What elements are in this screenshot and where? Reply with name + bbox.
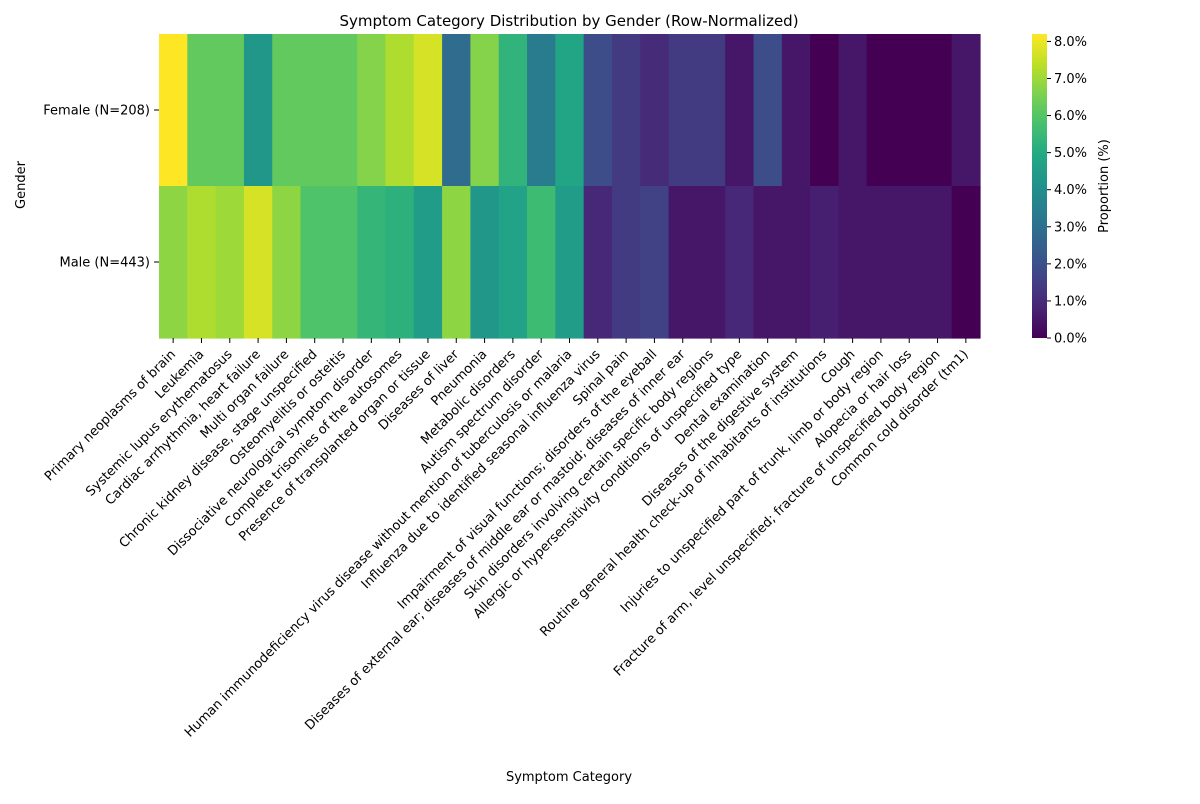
heatmap-cells [159,34,981,339]
heatmap-cell [640,186,670,339]
heatmap-cell [725,34,755,187]
heatmap-cell [187,186,217,339]
heatmap-cell [583,186,613,339]
colorbar-tick-label: 6.0% [1054,109,1087,124]
y-axis: Female (N=208) Male (N=443) [43,104,159,271]
colorbar-tick-label: 5.0% [1054,146,1087,161]
heatmap-cell [272,34,302,187]
colorbar: 0.0% 1.0% 2.0% 3.0% 4.0% 5.0% 6.0% 7.0% 8.0% [1032,34,1087,347]
y-tick-label: Female (N=208) [43,104,150,119]
heatmap-cell [668,186,698,339]
heatmap-cell [923,34,953,187]
heatmap-cell [895,34,924,187]
heatmap-cell [725,186,755,339]
colorbar-tick-label: 2.0% [1054,257,1087,272]
heatmap-cell [215,34,245,187]
heatmap-cell [442,34,472,187]
heatmap-cell [555,186,585,339]
colorbar-tick-label: 4.0% [1054,183,1087,198]
heatmap-cell [923,186,953,339]
heatmap-cell [498,34,528,187]
heatmap-cell [838,186,868,339]
heatmap-cell [583,34,613,187]
chart-title: Symptom Category Distribution by Gender … [339,12,798,30]
heatmap-cell [611,34,641,187]
heatmap-cell [357,186,387,339]
colorbar-tick-label: 1.0% [1054,294,1087,309]
heatmap-cell [753,186,783,339]
heatmap-cell [866,186,896,339]
heatmap-cell [527,34,556,187]
heatmap-cell [243,34,273,187]
heatmap-cell [272,186,302,339]
heatmap-cell [243,186,273,339]
heatmap-cell [215,186,245,339]
heatmap-cell [696,186,726,339]
heatmap-cell [413,186,443,339]
heatmap-cell [300,186,330,339]
heatmap-cell [385,34,415,187]
heatmap-cell [159,34,188,187]
heatmap-cell [611,186,641,339]
y-tick-label: Male (N=443) [60,256,151,271]
heatmap-cell [753,34,783,187]
heatmap-cell [668,34,698,187]
heatmap-cell [357,34,387,187]
heatmap-cell [470,34,500,187]
heatmap-cell [470,186,500,339]
colorbar-tick-label: 3.0% [1054,220,1087,235]
x-axis-label: Symptom Category [506,770,632,785]
colorbar-tick-label: 0.0% [1054,332,1087,347]
colorbar-gradient [1032,34,1047,338]
heatmap-cell [413,34,443,187]
heatmap-cell [866,34,896,187]
heatmap-cell [810,186,840,339]
colorbar-label: Proportion (%) [1097,139,1112,233]
heatmap-cell [640,34,670,187]
heatmap-cell [328,186,358,339]
y-axis-label: Gender [14,160,29,209]
heatmap-cell [328,34,358,187]
heatmap-cell [696,34,726,187]
heatmap-cell [951,186,981,339]
heatmap-cell [527,186,556,339]
heatmap-cell [555,34,585,187]
heatmap-cell [781,186,811,339]
heatmap-cell [838,34,868,187]
heatmap-cell [810,34,840,187]
colorbar-tick-label: 7.0% [1054,72,1087,87]
heatmap-cell [895,186,924,339]
heatmap-cell [187,34,217,187]
heatmap-cell [781,34,811,187]
heatmap-cell [159,186,188,339]
x-axis: Primary neoplasms of brainLeukemiaSystem… [42,338,972,740]
heatmap-cell [951,34,981,187]
heatmap-cell [385,186,415,339]
colorbar-tick-label: 8.0% [1054,35,1087,50]
heatmap-cell [442,186,472,339]
heatmap-cell [498,186,528,339]
heatmap-cell [300,34,330,187]
